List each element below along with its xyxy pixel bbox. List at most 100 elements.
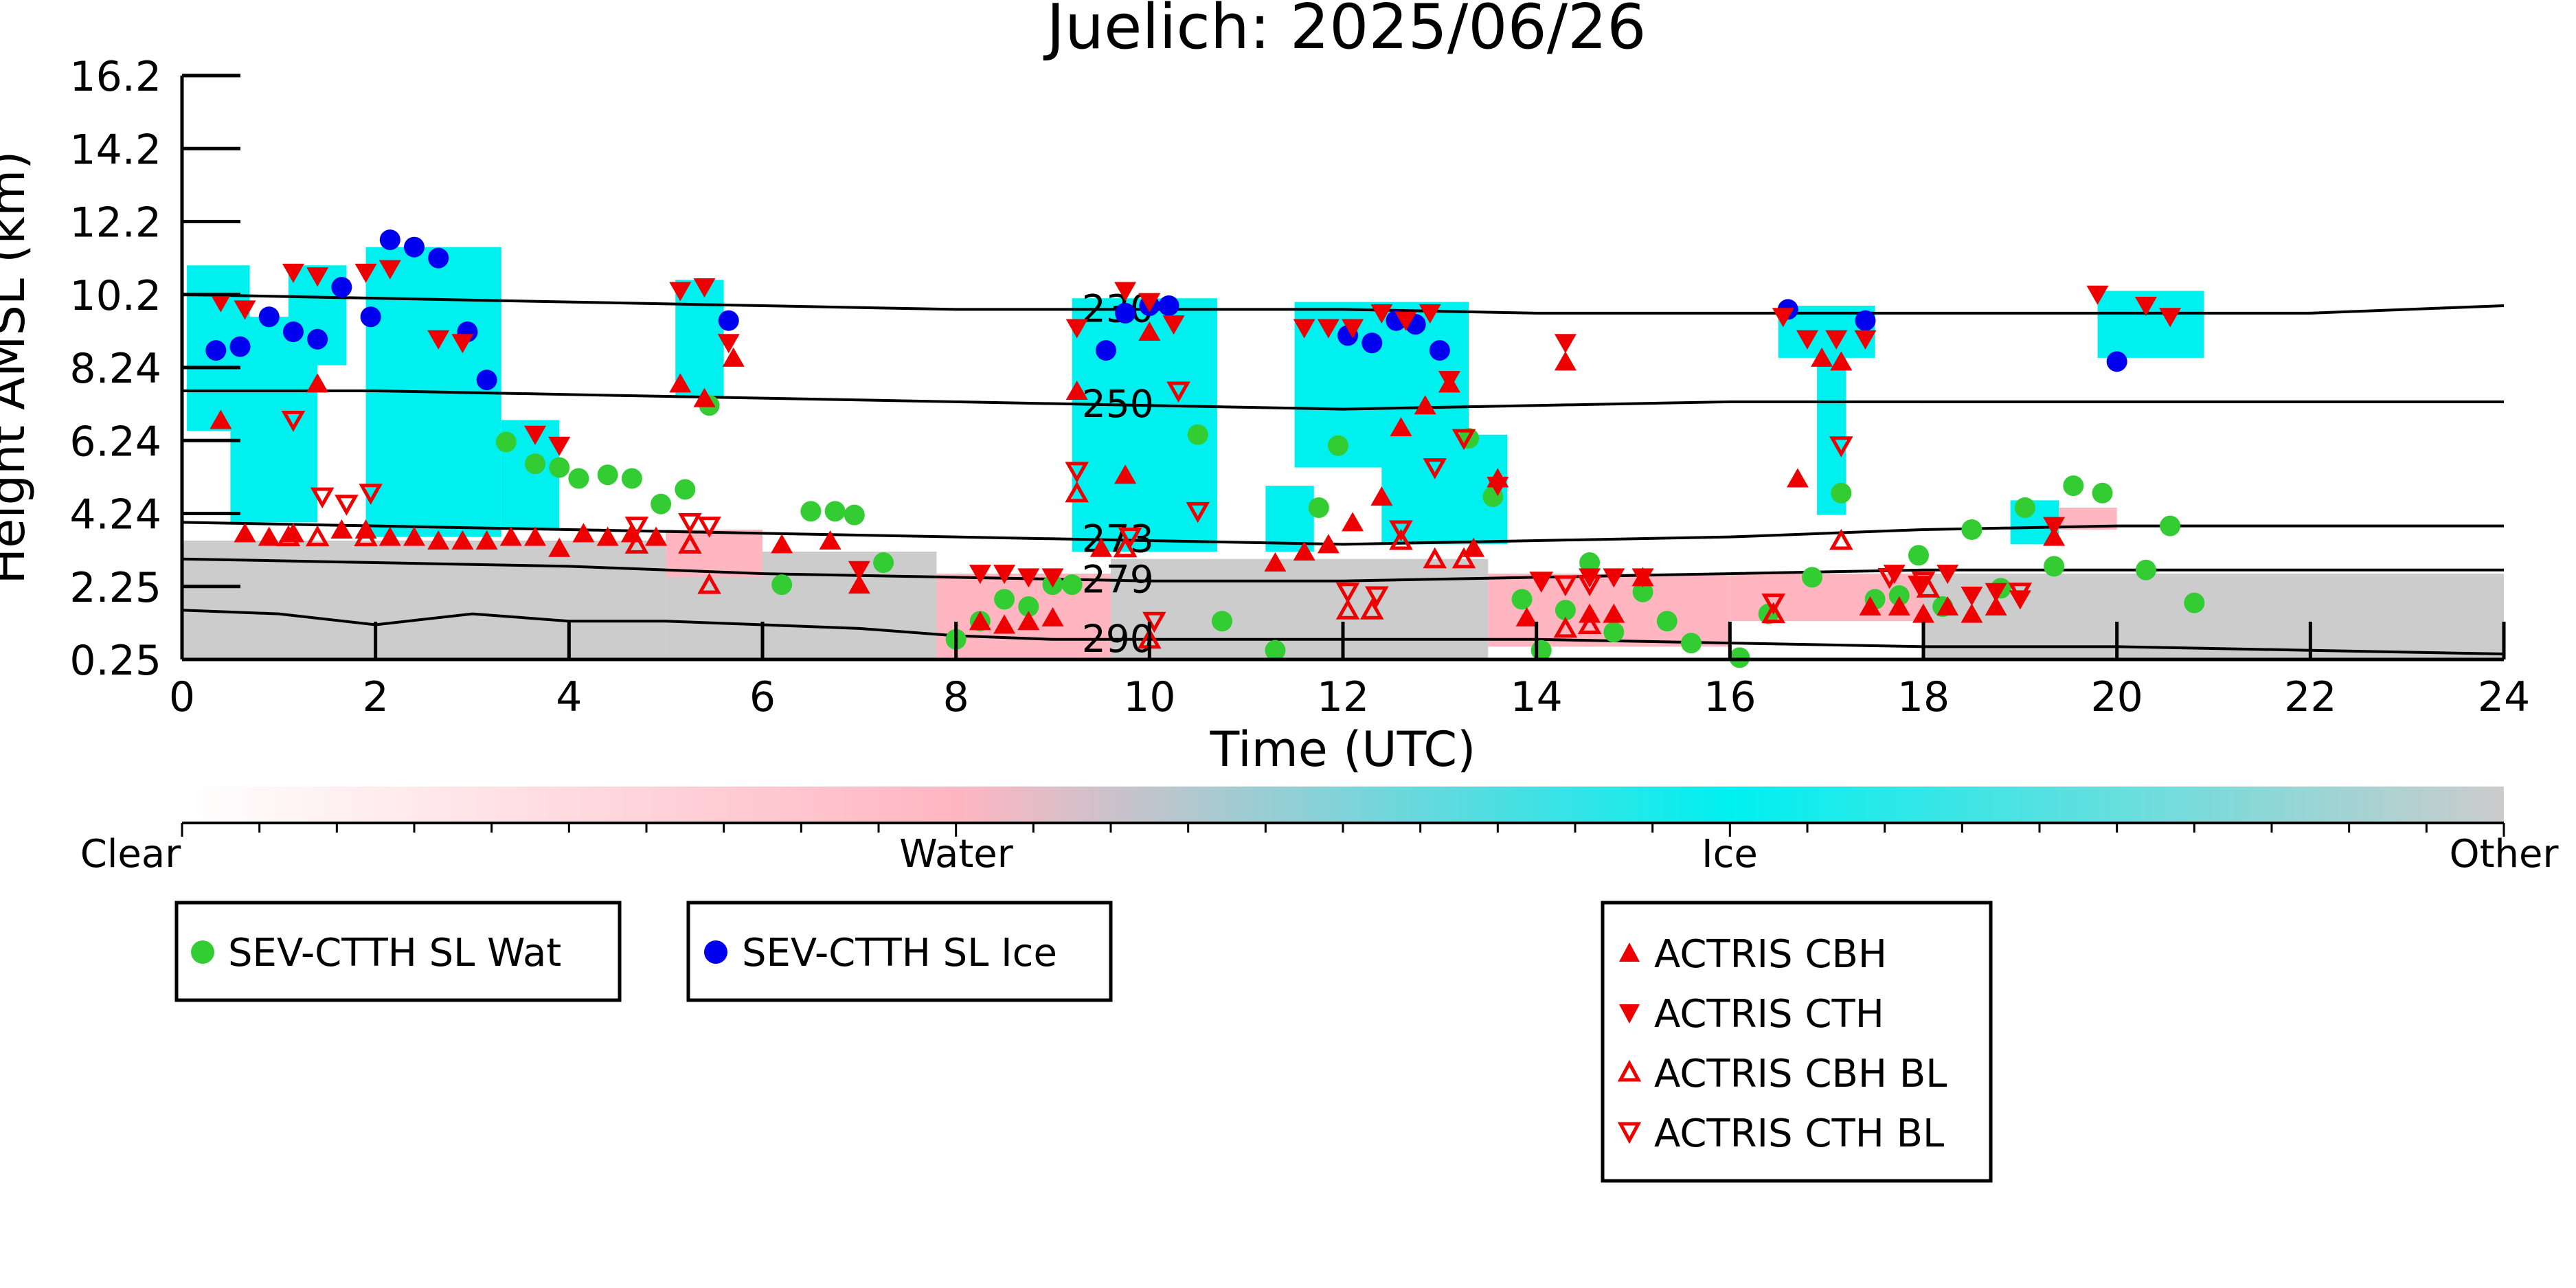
sev-ctth-sl-ice-point — [1115, 302, 1136, 324]
sev-ctth-sl-wat-point — [1265, 640, 1286, 661]
actris-cth-point — [1342, 319, 1364, 339]
actris-cbh-bl-point — [624, 532, 649, 554]
actris-cbh-bl-point — [678, 532, 702, 554]
sev-ctth-sl-wat-point — [651, 493, 672, 515]
sev-ctth-sl-wat-point — [2044, 556, 2065, 577]
x-tick-label: 16 — [1704, 673, 1756, 721]
actris-cth-point — [1065, 319, 1088, 339]
sev-ctth-sl-ice-point — [360, 306, 381, 328]
sev-ctth-sl-wat-point — [1187, 424, 1208, 445]
actris-cbh-point — [969, 611, 991, 631]
legend-marker-cbh-bl — [1617, 1059, 1642, 1082]
sev-ctth-sl-wat-point — [1511, 589, 1533, 610]
x-tick-label: 18 — [1897, 673, 1950, 721]
legend-marker-ice — [704, 940, 727, 964]
actris-cth-point — [1419, 304, 1441, 324]
actris-cth-bl-point — [1577, 575, 1602, 597]
actris-cth-point — [1961, 587, 1983, 607]
y-tick-label: 8.24 — [69, 345, 161, 393]
actris-cth-bl-point — [2008, 583, 2033, 604]
actris-cbh-point — [1554, 351, 1577, 371]
legend-box — [174, 901, 622, 1002]
sev-ctth-sl-wat-point — [1632, 581, 1653, 602]
sev-ctth-sl-wat-point — [1961, 519, 1982, 540]
actris-cth-point — [848, 561, 870, 580]
sev-ctth-sl-wat-point — [675, 479, 696, 500]
colorbar-gradient — [182, 787, 2504, 823]
sev-ctth-sl-ice-point — [1158, 295, 1179, 317]
sev-ctth-sl-wat-point — [2184, 592, 2205, 613]
x-tick-label: 24 — [2478, 673, 2530, 721]
chart-title: Juelich: 2025/06/26 — [1043, 0, 1646, 63]
sev-ctth-sl-wat-point — [1802, 567, 1823, 588]
sev-ctth-sl-wat-point — [597, 464, 618, 486]
legend-marker-cbh — [1619, 942, 1640, 962]
actris-cbh-point — [1041, 607, 1064, 626]
legend-label-cth-bl: ACTRIS CTH BL — [1654, 1111, 1944, 1156]
actris-cbh-bl-point — [1577, 613, 1602, 635]
sev-ctth-sl-ice-point — [307, 328, 328, 350]
actris-cbh-point — [499, 526, 522, 546]
actris-cth-point — [1554, 334, 1577, 354]
sev-ctth-sl-ice-point — [404, 236, 425, 258]
contour-273 — [181, 521, 2504, 546]
actris-cbh-point — [693, 387, 716, 407]
x-axis-label: Time (UTC) — [1210, 721, 1476, 778]
actris-cbh-point — [771, 534, 793, 554]
y-axis-label: Height AMSL (km) — [0, 151, 36, 585]
legend-label-cth: ACTRIS CTH — [1654, 992, 1884, 1037]
legend-marker-wat — [191, 940, 214, 964]
actris-cbh-point — [1888, 596, 1910, 615]
sev-ctth-sl-wat-point — [994, 589, 1015, 610]
actris-cbh-point — [819, 530, 841, 550]
actris-cth-bl-point — [1365, 586, 1389, 608]
actris-cbh-point — [596, 526, 619, 546]
actris-cbh-point — [1370, 486, 1393, 506]
actris-cbh-point — [1017, 611, 1040, 631]
actris-cbh-point — [1830, 351, 1853, 371]
actris-cth-bl-point — [1166, 381, 1190, 403]
contour-279 — [181, 557, 2504, 583]
actris-cbh-point — [572, 523, 595, 543]
legend-label-cbh: ACTRIS CBH — [1654, 932, 1887, 977]
actris-cth-point — [210, 293, 232, 313]
actris-cbh-bl-point — [1761, 602, 1785, 624]
actris-cbh-bl-point — [1553, 616, 1578, 638]
sev-ctth-sl-wat-point — [1681, 633, 1702, 654]
actris-cth-point — [669, 282, 692, 302]
actris-cth-point — [969, 565, 991, 585]
actris-cth-bl-point — [1186, 501, 1210, 523]
actris-cth-bl-point — [335, 495, 359, 516]
actris-cth-point — [1796, 330, 1818, 350]
actris-cth-point — [427, 330, 450, 350]
actris-cth-bl-point — [1911, 572, 1936, 593]
actris-cth-point — [1041, 568, 1064, 588]
actris-cth-bl-point — [281, 411, 306, 432]
actris-cth-point — [1631, 568, 1654, 588]
sev-ctth-sl-wat-point — [1555, 600, 1576, 621]
actris-cbh-point — [1264, 552, 1287, 572]
actris-cth-point — [2159, 308, 2182, 328]
actris-cth-bl-point — [1529, 572, 1553, 593]
cloud-height-markers — [205, 229, 2205, 668]
contour-230 — [181, 293, 2505, 315]
sev-ctth-sl-ice-point — [229, 336, 251, 357]
actris-cbh-bl-point — [1389, 528, 1413, 550]
actris-cbh-point — [1912, 603, 1934, 623]
actris-cbh-point — [548, 537, 571, 557]
actris-cbh-point — [1293, 541, 1315, 561]
sev-ctth-sl-ice-point — [2106, 351, 2127, 372]
y-tick-label: 0.25 — [69, 637, 161, 685]
actris-cth-bl-point — [1065, 462, 1089, 483]
x-tick-label: 0 — [169, 673, 195, 721]
sev-ctth-sl-wat-point — [1061, 574, 1083, 596]
actris-cbh-point — [1138, 321, 1161, 341]
y-tick-label: 2.25 — [69, 564, 161, 612]
x-tick-label: 22 — [2284, 673, 2336, 721]
other-region — [1923, 574, 2504, 659]
y-tick-label: 4.24 — [69, 491, 161, 539]
x-tick-label: 4 — [556, 673, 582, 721]
colorbar: Clear Water Ice Other — [80, 787, 2559, 877]
legend-label-wat: SEV-CTTH SL Wat — [228, 931, 561, 975]
cloud-classification-areas — [182, 247, 2504, 659]
